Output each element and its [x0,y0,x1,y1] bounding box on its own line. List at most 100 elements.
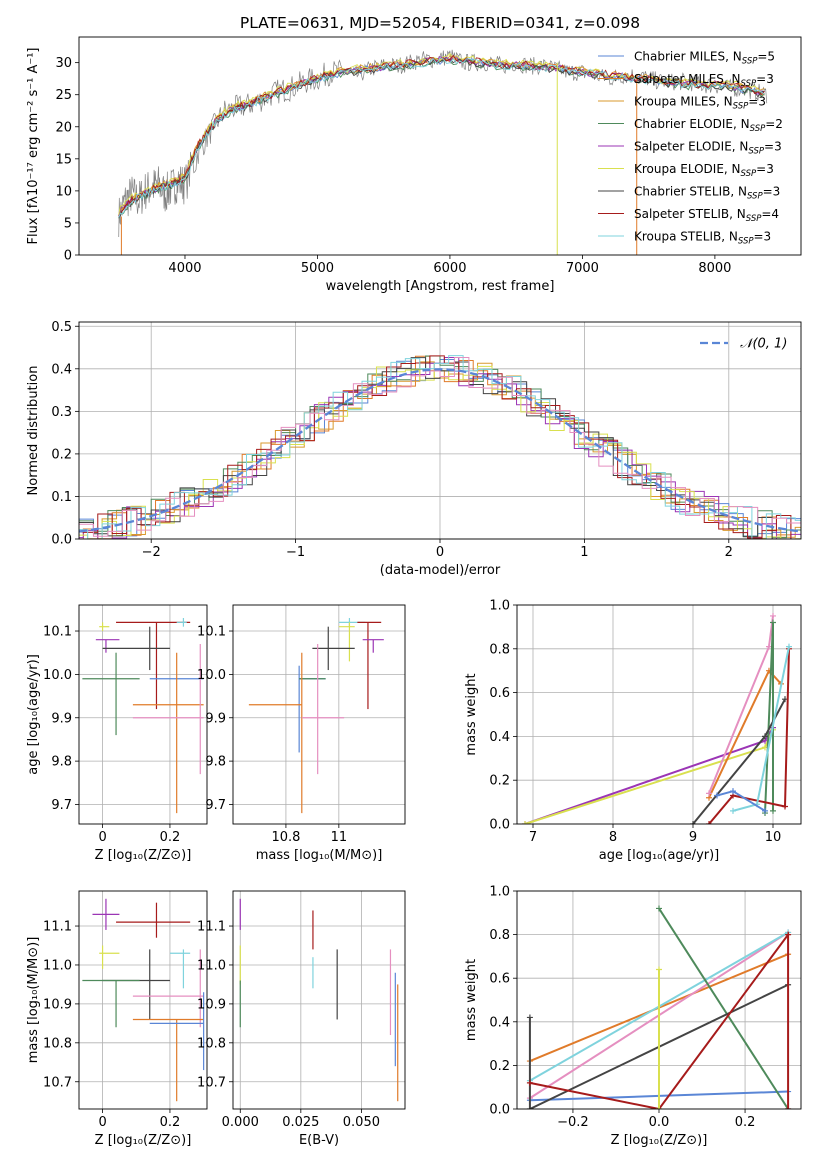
axes-weight-vs-Z [513,890,801,1113]
legend-label-text: Kroupa STELIB, N [634,230,738,244]
errorbar-point [95,639,120,653]
errorbar-point [102,949,170,1020]
errorbar-point [116,621,191,710]
y-tick-label: 0.8 [489,928,510,943]
legend-label: Kroupa MILES, NSSP=3 [634,95,766,112]
model-spectrum-line [118,57,765,218]
weight-marker [656,905,662,912]
errorbar-point [116,902,191,938]
legend-label: Salpeter MILES, NSSP=3 [634,72,774,89]
residual-histogram [79,355,801,539]
axes-mass-vs-ebv [229,891,405,1113]
y-tick-label: 0.0 [489,1103,510,1118]
y-axis-label: age [log₁₀(age/yr)] [26,654,41,775]
weight-marker [706,821,712,824]
legend-label-text: Chabrier MILES, N [634,50,742,64]
legend-label-suffix: =5 [757,50,775,64]
weight-marker [770,807,776,814]
x-tick-label: −1 [286,545,305,560]
legend-label-text: Kroupa MILES, N [634,95,733,109]
y-axis-label: mass [log₁₀(M/M⊙)] [26,937,41,1064]
x-tick-label: 2 [725,545,733,560]
y-tick-label: 0.4 [489,730,510,745]
x-tick-label: 0.050 [343,1115,380,1130]
weight-marker [526,1014,533,1021]
legend-label: Kroupa STELIB, NSSP=3 [634,230,771,247]
plot-frame [78,890,208,1110]
y-tick-label: 0.2 [489,774,510,789]
x-tick-label: 0.2 [735,1115,756,1130]
errorbars-mass-vs-Z [82,898,205,1102]
weight-line [708,648,790,824]
weight-marker [762,807,768,814]
errorbar-point [99,945,120,969]
legend-label-suffix: =4 [761,207,779,221]
weight-marker [770,619,776,626]
weight-marker [770,612,776,619]
x-tick-label: 6000 [433,261,466,276]
y-tick-label: 0.4 [51,362,72,377]
errorbar-point [132,949,204,1028]
residual-histogram [79,357,801,539]
plot-frame [78,36,802,256]
x-tick-label: 0.2 [160,1115,181,1130]
x-tick-label: 8 [609,830,617,845]
x-tick-label: 0 [98,830,106,845]
x-tick-label: 7000 [566,261,599,276]
y-tick-label: 0 [64,249,72,264]
legend-label-subscript: SSP [733,102,749,112]
y-tick-label: 10.8 [43,1036,72,1051]
axes-mass-vs-Z [75,891,207,1113]
x-tick-label: 4000 [168,261,201,276]
y-tick-label: 0.5 [51,320,72,335]
y-tick-label: 0.2 [51,447,72,462]
y-tick-label: 0.4 [489,1015,510,1030]
weight-marker [730,788,736,795]
legend-label-subscript: SSP [750,124,766,134]
y-axis-label: mass weight [464,959,479,1041]
legend-label-suffix: =3 [748,95,766,109]
y-tick-label: 10.8 [197,1036,226,1051]
errorbar-point [338,622,355,662]
residual-histogram [79,356,801,537]
legend-label-suffix: =3 [756,162,774,176]
x-tick-label: 5000 [301,261,334,276]
y-tick-label: 9.8 [51,755,72,770]
x-axis-label: Z [log₁₀(Z/Z⊙)] [95,848,192,863]
spectrum-lines [118,49,768,255]
y-tick-label: 9.9 [51,711,72,726]
x-tick-label: 10 [765,830,782,845]
axes-weight-vs-age [513,604,801,828]
x-tick-label: 0 [98,1115,106,1130]
legend-label-text: Chabrier ELODIE, N [634,117,750,131]
residual-histogram [79,365,801,539]
y-tick-label: 10.7 [197,1075,226,1090]
y-tick-label: 1.0 [489,599,510,614]
weight-lines-weight-vs-age [522,612,792,824]
legend-label-suffix: =3 [763,185,781,199]
legend-label: Chabrier MILES, NSSP=5 [634,50,775,67]
chart-title: PLATE=0631, MJD=52054, FIBERID=0341, z=0… [240,14,640,32]
y-tick-label: 11.0 [43,958,72,973]
y-tick-label: 9.8 [205,755,226,770]
legend-label-text: Kroupa ELODIE, N [634,162,741,176]
y-tick-label: 11.1 [197,920,226,935]
model-spectrum-line [118,54,765,217]
y-axis-label: Flux [fλ10⁻¹⁷ erg cm⁻² s⁻¹ A⁻¹] [26,48,41,245]
y-tick-label: 0.3 [51,405,72,420]
y-tick-label: 10.0 [43,668,72,683]
weight-marker [786,643,792,650]
y-tick-label: 15 [55,152,72,167]
weight-marker [782,803,788,810]
y-tick-label: 0.8 [489,642,510,657]
errorbars-mass-vs-ebv [239,898,399,1102]
legend-label-suffix: =3 [756,72,774,86]
errorbar-point [82,979,140,1028]
y-tick-label: 0.6 [489,686,510,701]
legend-label-subscript: SSP [748,147,764,157]
legend-label-gaussian: 𝒩(0, 1) [740,337,787,352]
y-tick-label: 11.1 [43,920,72,935]
axes-age-vs-Z [75,605,207,828]
y-tick-label: 1.0 [489,885,510,900]
